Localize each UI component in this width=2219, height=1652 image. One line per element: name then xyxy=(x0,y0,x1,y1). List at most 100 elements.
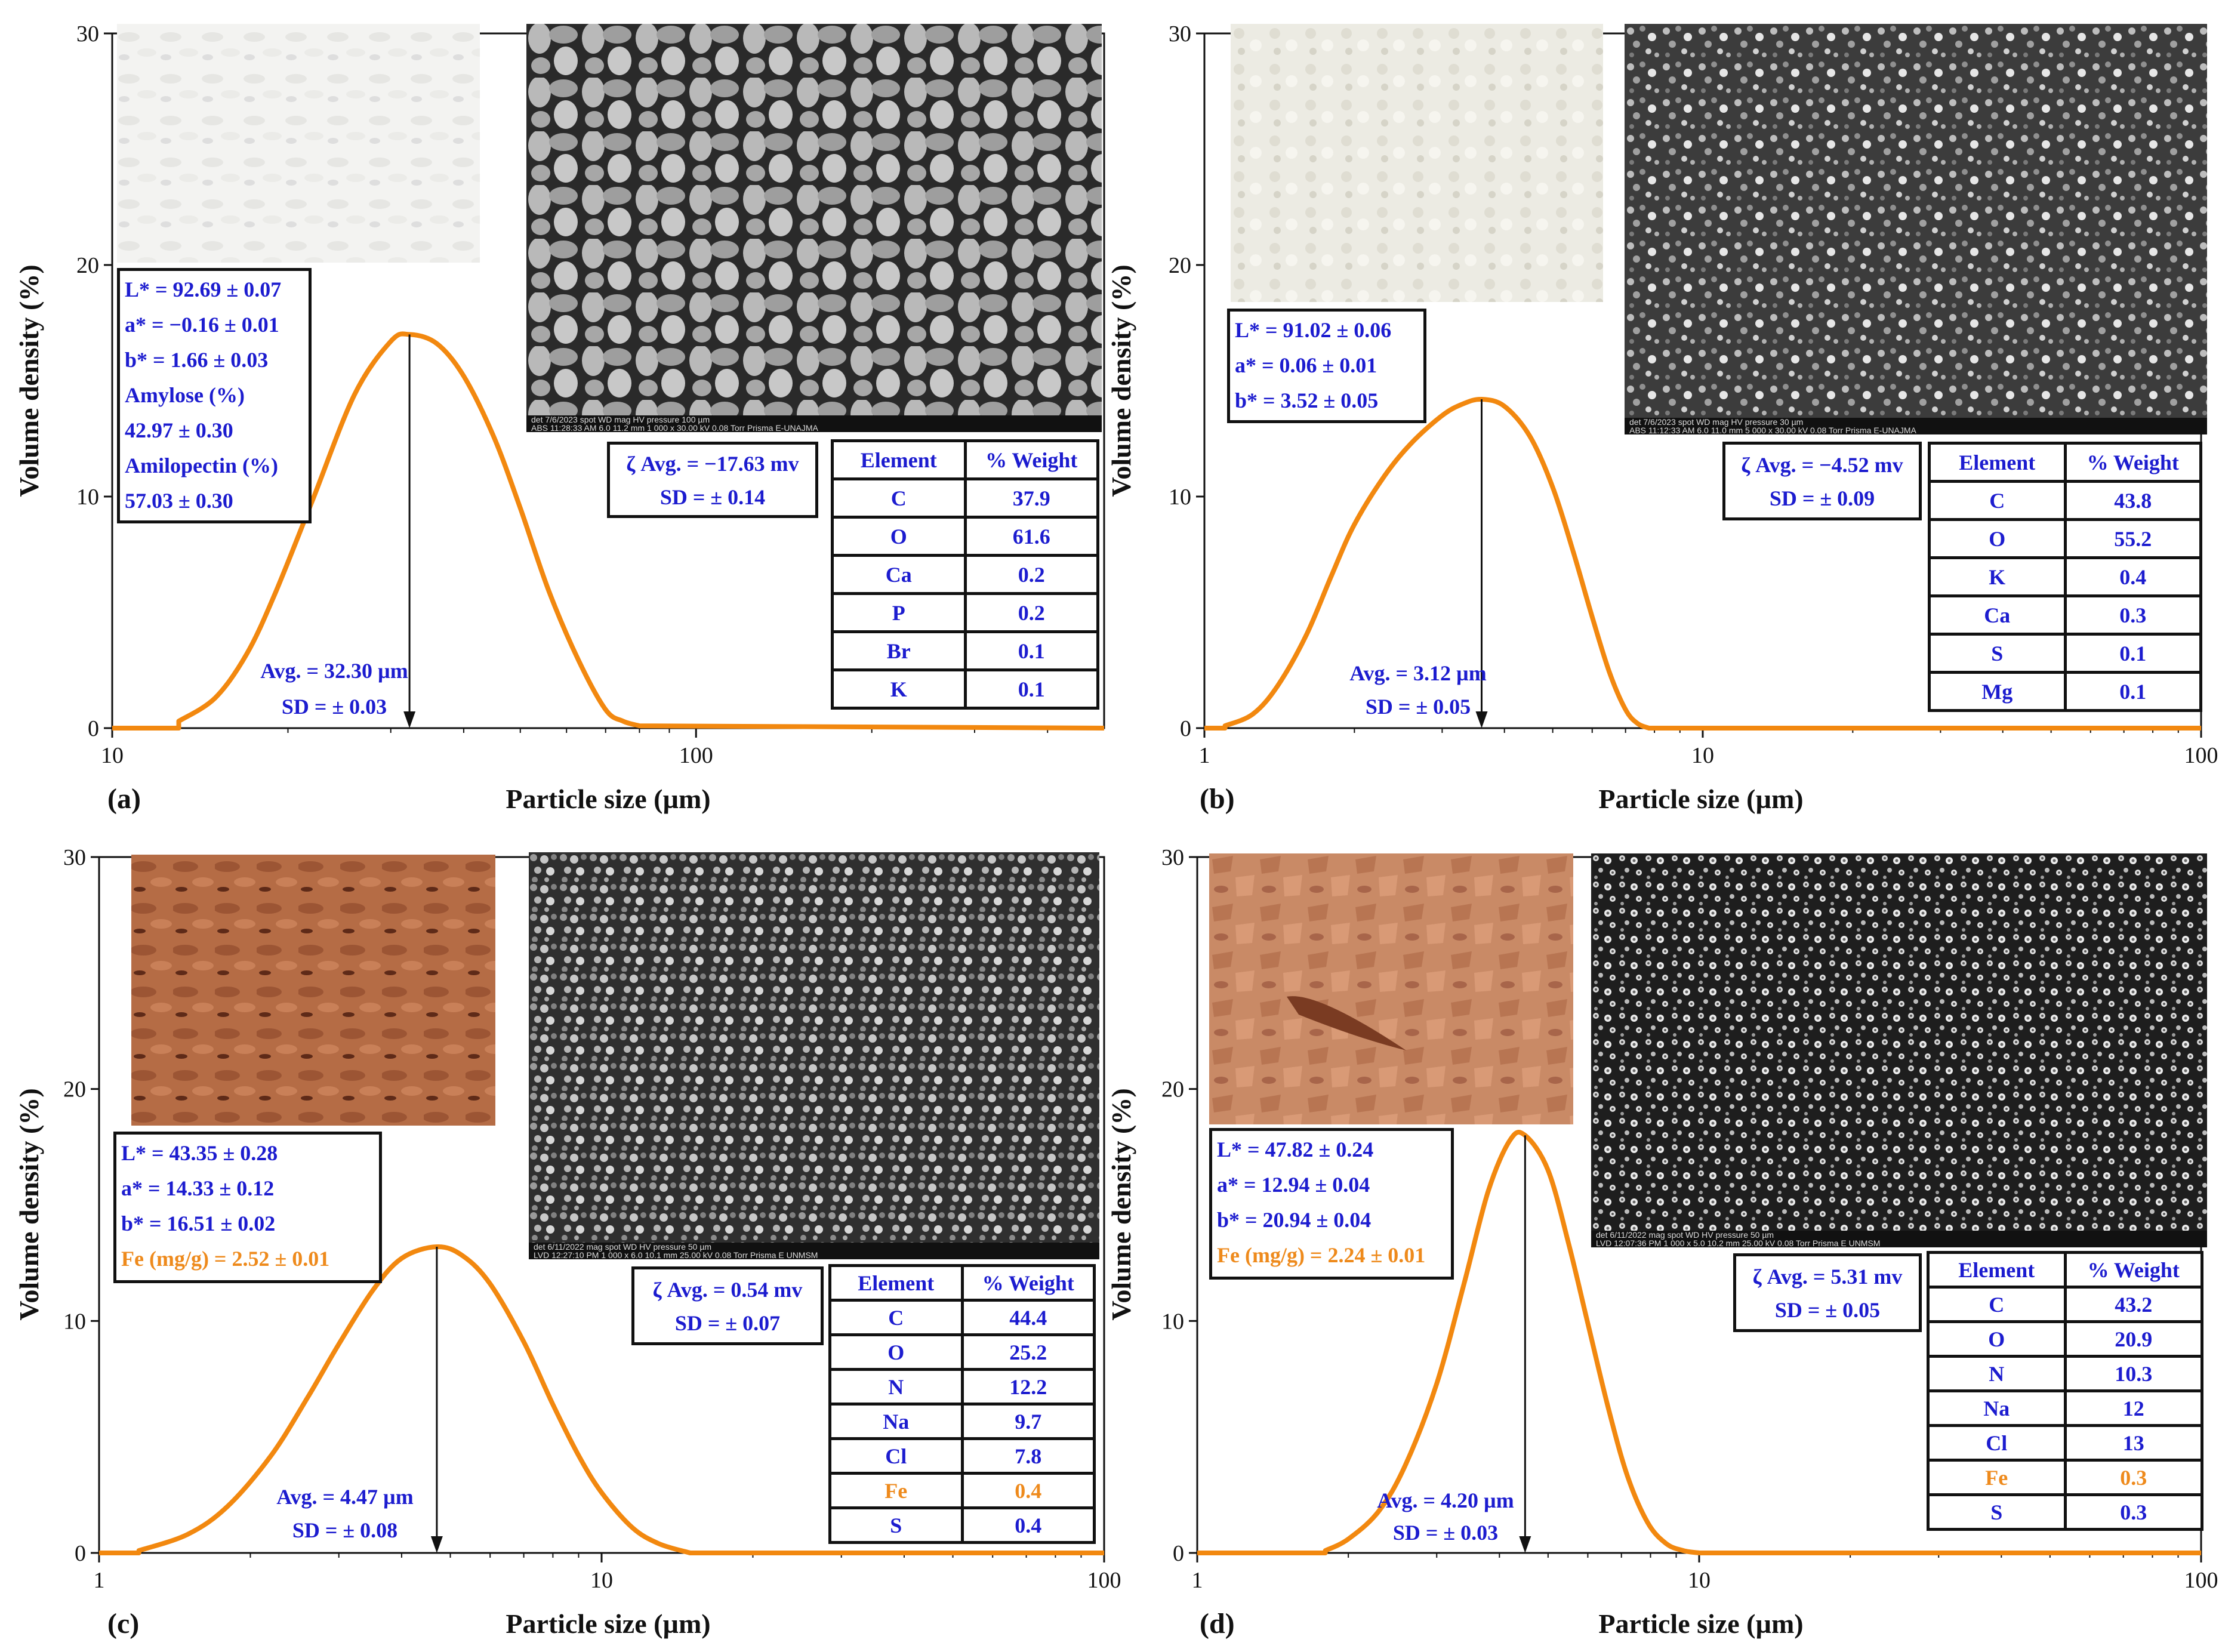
table-row: C 37.9 xyxy=(831,477,1099,519)
element-cell: Fe xyxy=(828,1472,964,1509)
element-cell: Cl xyxy=(828,1437,964,1475)
zeta-box-c: ζ Avg. = 0.54 mv SD = ± 0.07 xyxy=(631,1266,824,1345)
weight-cell: 7.8 xyxy=(960,1437,1096,1475)
avg-size-label: Avg. = 4.47 µm xyxy=(276,1485,414,1509)
weight-cell: 0.1 xyxy=(963,668,1099,710)
element-cell: O xyxy=(1927,1320,2067,1358)
x-tick-label: 100 xyxy=(1087,1568,1121,1593)
sem-info-line: det 6/11/2022 mag spot WD HV pressure 50… xyxy=(1596,1231,1774,1240)
amylopectin-value: 57.03 ± 0.30 xyxy=(125,489,233,513)
weight-cell: 44.4 xyxy=(960,1299,1096,1336)
color-line: a* = 12.94 ± 0.04 xyxy=(1217,1173,1370,1197)
zeta-box-d: ζ Avg. = 5.31 mv SD = ± 0.05 xyxy=(1733,1253,1922,1332)
weight-cell: 43.8 xyxy=(2063,480,2202,521)
weight-cell: 0.1 xyxy=(2063,671,2202,712)
zeta-avg: ζ Avg. = −4.52 mv xyxy=(1741,453,1903,477)
color-line: b* = 3.52 ± 0.05 xyxy=(1235,389,1379,412)
y-axis-label: Volume density (%) xyxy=(1106,264,1136,497)
x-tick-label: 1 xyxy=(1192,1568,1203,1593)
x-tick-label: 10 xyxy=(1691,743,1714,768)
table-header-cell: Element xyxy=(828,1264,964,1302)
table-row: Ca 0.3 xyxy=(1928,594,2202,636)
table-row: Na 12 xyxy=(1927,1389,2203,1427)
sem-info-bar-a: det 7/6/2023 spot WD mag HV pressure 100… xyxy=(526,415,1102,432)
y-axis-label: Volume density (%) xyxy=(1106,1088,1136,1320)
table-row: S 0.4 xyxy=(828,1506,1096,1544)
element-cell: Ca xyxy=(831,554,967,595)
table-header-cell: Element xyxy=(831,439,967,480)
table-header-row: Element% Weight xyxy=(1927,1251,2203,1289)
color-box-a: L* = 92.69 ± 0.07 a* = −0.16 ± 0.01 b* =… xyxy=(117,268,312,523)
sem-info-bar-b: det 7/6/2023 spot WD mag HV pressure 30 … xyxy=(1625,418,2207,434)
element-cell: O xyxy=(828,1333,964,1371)
weight-cell: 0.1 xyxy=(2063,633,2202,674)
table-row: Fe 0.3 xyxy=(1927,1459,2203,1496)
table-row: K 0.4 xyxy=(1928,556,2202,597)
zeta-avg: ζ Avg. = 5.31 mv xyxy=(1752,1265,1903,1289)
avg-size-label: Avg. = 3.12 µm xyxy=(1349,661,1487,685)
weight-cell: 0.2 xyxy=(963,592,1099,633)
element-cell: S xyxy=(828,1506,964,1544)
zeta-sd: SD = ± 0.07 xyxy=(674,1311,781,1335)
table-header-cell: % Weight xyxy=(963,439,1099,480)
distribution-curve xyxy=(1204,396,2201,731)
sample-photo-a xyxy=(117,24,480,263)
y-tick-label: 10 xyxy=(63,1309,86,1334)
iron-content: Fe (mg/g) = 2.52 ± 0.01 xyxy=(121,1247,330,1271)
y-tick-label: 30 xyxy=(76,21,99,47)
element-table-d: Element% Weight C 43.2 O 20.9 N 10.3 Na 12 Cl 13 Fe… xyxy=(1927,1251,2203,1531)
y-tick-label: 30 xyxy=(1169,21,1191,47)
sem-image-c: det 6/11/2022 mag spot WD HV pressure 50… xyxy=(529,852,1099,1259)
y-tick-label: 10 xyxy=(1169,485,1191,510)
table-row: Na 9.7 xyxy=(828,1403,1096,1440)
table-header-row: Element% Weight xyxy=(831,439,1099,480)
table-header-cell: % Weight xyxy=(2063,442,2202,483)
table-header-row: Element% Weight xyxy=(828,1264,1096,1302)
element-cell: C xyxy=(1928,480,2067,521)
sample-photo-c xyxy=(131,855,495,1126)
table-row: Cl 13 xyxy=(1927,1424,2203,1462)
zeta-box-b: ζ Avg. = −4.52 mv SD = ± 0.09 xyxy=(1722,442,1922,520)
y-tick-label: 30 xyxy=(63,845,86,870)
distribution-curve xyxy=(1197,1130,2201,1555)
weight-cell: 61.6 xyxy=(963,516,1099,557)
color-box-c: L* = 43.35 ± 0.28 a* = 14.33 ± 0.12 b* =… xyxy=(113,1132,382,1283)
avg-marker-arrowhead xyxy=(430,1536,443,1553)
element-cell: Mg xyxy=(1928,671,2067,712)
color-line: L* = 43.35 ± 0.28 xyxy=(121,1141,278,1165)
avg-sd-label: SD = ± 0.03 xyxy=(1393,1521,1498,1545)
y-tick-label: 20 xyxy=(76,253,99,278)
color-line: a* = 0.06 ± 0.01 xyxy=(1235,353,1377,377)
element-table-a: Element% Weight C 37.9 O 61.6 Ca 0.2 P 0.2 Br 0.1 K… xyxy=(831,439,1099,710)
element-cell: C xyxy=(828,1299,964,1336)
x-tick-label: 100 xyxy=(2184,1568,2218,1593)
element-cell: S xyxy=(1928,633,2067,674)
amylose-label: Amylose (%) xyxy=(125,383,245,407)
weight-cell: 12 xyxy=(2063,1389,2203,1427)
iron-content: Fe (mg/g) = 2.24 ± 0.01 xyxy=(1217,1243,1426,1267)
color-line: b* = 16.51 ± 0.02 xyxy=(121,1212,276,1235)
table-row: C 43.8 xyxy=(1928,480,2202,521)
zeta-avg: ζ Avg. = −17.63 mv xyxy=(626,452,799,476)
y-tick-label: 20 xyxy=(1161,1077,1184,1102)
table-header-cell: % Weight xyxy=(2063,1251,2203,1289)
avg-size-label: Avg. = 32.30 µm xyxy=(260,659,408,683)
weight-cell: 0.3 xyxy=(2063,594,2202,636)
avg-sd-label: SD = ± 0.03 xyxy=(282,695,387,719)
panel-label: (d) xyxy=(1200,1608,1235,1639)
table-header-cell: % Weight xyxy=(960,1264,1096,1302)
zeta-sd: SD = ± 0.05 xyxy=(1774,1298,1881,1322)
weight-cell: 0.4 xyxy=(960,1472,1096,1509)
table-row: Cl 7.8 xyxy=(828,1437,1096,1475)
color-line: L* = 92.69 ± 0.07 xyxy=(125,278,282,301)
table-row: O 61.6 xyxy=(831,516,1099,557)
element-cell: N xyxy=(1927,1355,2067,1392)
color-line: L* = 91.02 ± 0.06 xyxy=(1235,318,1392,342)
sem-info-line: ABS 11:12:33 AM 6.0 11.0 mm 5 000 x 30.0… xyxy=(1629,426,1916,434)
table-row: C 44.4 xyxy=(828,1299,1096,1336)
sample-photo-d xyxy=(1209,853,1573,1124)
x-tick-label: 10 xyxy=(590,1568,613,1593)
x-axis-label: Particle size (µm) xyxy=(506,784,710,814)
